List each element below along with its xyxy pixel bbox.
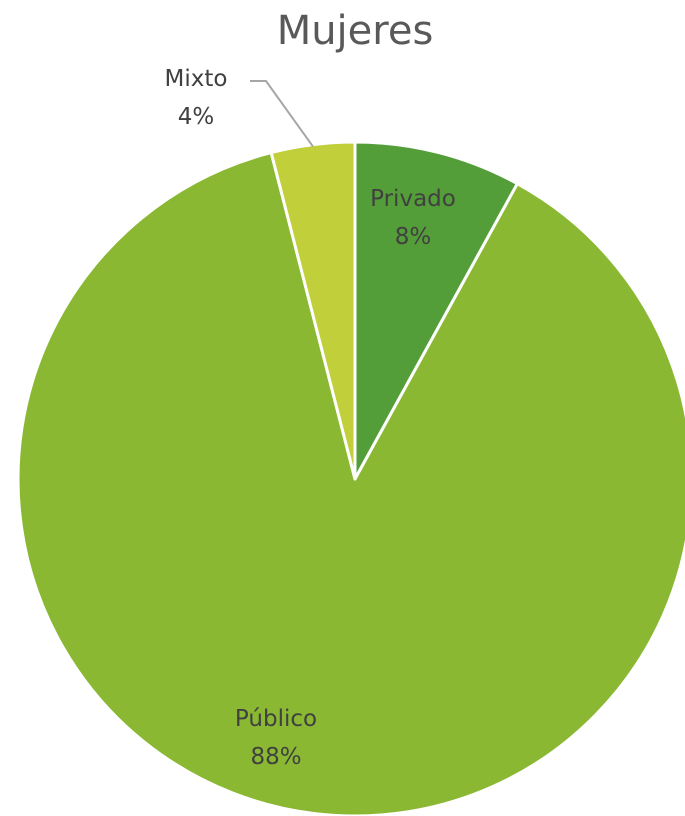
slice-value-publico: 88% [250, 744, 301, 770]
pie-slices [16, 140, 685, 816]
slice-label-publico: Público [235, 706, 317, 732]
slice-value-mixto: 4% [178, 104, 215, 130]
slice-value-privado: 8% [395, 224, 432, 250]
slice-label-privado: Privado [370, 186, 456, 212]
pie-slice-privado [353, 140, 519, 481]
leader-line-mixto [250, 80, 314, 148]
slice-label-mixto: Mixto [165, 66, 228, 92]
pie-labels: Privado 8% Público 88% Mixto 4% [165, 66, 456, 770]
chart-title: Mujeres [277, 8, 434, 54]
